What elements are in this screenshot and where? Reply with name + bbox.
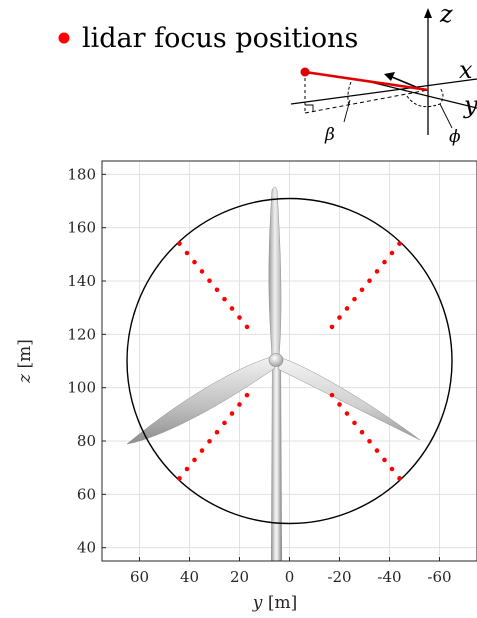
lidar-focus-point (200, 269, 205, 274)
lidar-focus-point (200, 448, 205, 453)
phi-pointer (440, 104, 452, 128)
lidar-focus-point (215, 430, 220, 435)
lidar-focus-point (382, 260, 387, 265)
turbine-hub (269, 354, 283, 367)
direction-arrowhead (384, 72, 395, 81)
x-axis-title: y [m] (252, 593, 297, 613)
lidar-focus-point (352, 421, 357, 426)
y-tick-label: 140 (67, 272, 96, 290)
legend: lidar focus positions (59, 23, 359, 54)
lidar-focus-point (245, 325, 250, 330)
lidar-focus-point (397, 476, 402, 481)
y-axis-line (362, 80, 477, 108)
lidar-focus-point (185, 467, 190, 472)
beta-pointer (344, 100, 350, 122)
lidar-focus-point (192, 458, 197, 463)
lidar-focus-point (360, 288, 365, 293)
z-axis-label: z (439, 0, 453, 28)
y-tick-label: 180 (67, 165, 96, 183)
x-tick-label: -60 (427, 568, 451, 586)
lidar-focus-point (375, 448, 380, 453)
lidar-focus-point (390, 467, 395, 472)
lidar-focus-point (222, 297, 227, 302)
lidar-focus-point (192, 260, 197, 265)
y-tick-label: 120 (67, 325, 96, 343)
lidar-focus-point (375, 269, 380, 274)
legend-label: lidar focus positions (82, 23, 358, 54)
lidar-focus-point (177, 241, 182, 246)
x-tick-label: -40 (377, 568, 401, 586)
y-tick-label: 160 (67, 219, 96, 237)
lidar-focus-point (397, 241, 402, 246)
y-axis-title: z [m] (15, 339, 35, 384)
lidar-focus-point (352, 297, 357, 302)
lidar-focus-point (215, 288, 220, 293)
focus-point-marker (301, 68, 310, 77)
lidar-focus-point (345, 411, 350, 416)
lidar-focus-point (390, 251, 395, 256)
y-tick-label: 80 (77, 432, 96, 450)
y-axis-unit: [m] (15, 339, 35, 368)
lidar-focus-point (230, 411, 235, 416)
beta-label: β (324, 125, 335, 145)
legend-marker (59, 33, 70, 44)
x-axis-var: y (252, 593, 263, 613)
lidar-focus-point (382, 458, 387, 463)
right-angle-mark (305, 105, 313, 112)
x-tick-label: 20 (230, 568, 249, 586)
lidar-focus-point (330, 325, 335, 330)
y-tick-label: 60 (77, 485, 96, 503)
y-tick-label: 40 (77, 539, 96, 557)
lidar-focus-point (245, 393, 250, 398)
lidar-focus-point (177, 476, 182, 481)
x-tick-label: 40 (180, 568, 199, 586)
plot-area: 60 40 20 0 -20 -40 -60 40 60 80 100 120 140 160 180 (67, 161, 477, 586)
lidar-focus-point (207, 278, 212, 283)
phi-label: ϕ (449, 127, 461, 147)
x-axis-unit: [m] (268, 593, 297, 613)
lidar-focus-point (185, 251, 190, 256)
x-axis-label: x (459, 56, 473, 84)
y-tick-label: 100 (67, 379, 96, 397)
lidar-focus-point (367, 278, 372, 283)
lidar-focus-point (345, 306, 350, 311)
lidar-focus-point (360, 430, 365, 435)
lidar-focus-point (367, 439, 372, 444)
lidar-focus-point (222, 421, 227, 426)
lidar-beam-line (305, 72, 428, 90)
x-tick-label: 60 (130, 568, 149, 586)
x-tick-label: 0 (285, 568, 295, 586)
lidar-focus-point (237, 402, 242, 407)
lidar-focus-point (207, 439, 212, 444)
lidar-focus-point (230, 306, 235, 311)
y-axis-label: y (463, 91, 477, 119)
lidar-focus-point (337, 402, 342, 407)
y-axis-var: z (15, 373, 35, 384)
turbine-tower (271, 362, 282, 561)
x-tick-label: -20 (327, 568, 351, 586)
lidar-focus-point (337, 315, 342, 320)
lidar-focus-point (330, 393, 335, 398)
lidar-focus-point (237, 315, 242, 320)
z-axis-arrowhead (424, 8, 432, 18)
